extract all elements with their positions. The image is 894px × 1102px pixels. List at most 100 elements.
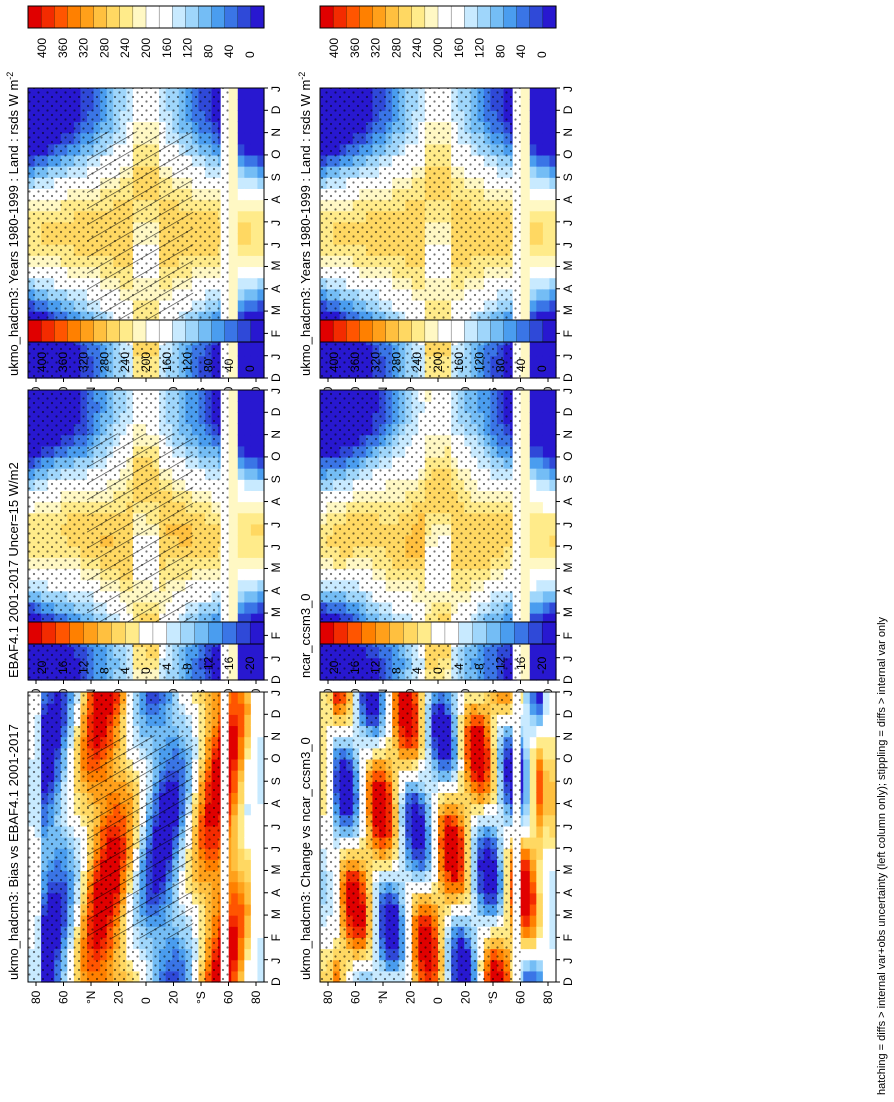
month-label: D xyxy=(269,105,283,114)
heatmap-cell xyxy=(237,703,245,715)
heatmap-cell xyxy=(244,99,252,111)
heatmap-cell xyxy=(244,870,252,883)
heatmap-cell xyxy=(549,110,557,123)
heatmap-cell xyxy=(250,781,259,793)
heatmap-cell xyxy=(549,255,557,268)
heatmap-cell xyxy=(244,445,252,458)
heatmap-cell xyxy=(523,221,531,234)
heatmap-cell xyxy=(523,344,531,357)
colorbar-swatch xyxy=(145,319,160,343)
heatmap-cell xyxy=(231,814,239,827)
heatmap-cell xyxy=(237,288,245,301)
heatmap-cell xyxy=(257,299,265,312)
colorbar-swatch xyxy=(490,5,505,29)
heatmap-cell xyxy=(237,255,245,268)
colorbar-label: 280 xyxy=(97,38,111,58)
heatmap-cell xyxy=(231,948,239,961)
heatmap-cell xyxy=(244,344,252,357)
heatmap-cell xyxy=(250,445,259,458)
heatmap-cell xyxy=(536,255,544,268)
month-label: D xyxy=(269,407,283,416)
heatmap-cell xyxy=(250,132,259,145)
heatmap-cell xyxy=(542,311,551,323)
heatmap-cell xyxy=(257,892,265,905)
heatmap-cell xyxy=(244,747,252,760)
heatmap-cell xyxy=(523,355,531,368)
heatmap-cell xyxy=(244,233,252,245)
heatmap-cell xyxy=(237,546,245,558)
month-label: M xyxy=(561,305,575,315)
heatmap-cell xyxy=(529,401,537,413)
heatmap-cell xyxy=(237,926,245,938)
heatmap-cell xyxy=(231,736,239,749)
heatmap-cell xyxy=(244,926,252,938)
heatmap-cell xyxy=(549,479,557,491)
heatmap-cell xyxy=(244,859,252,872)
colorbar-label: 160 xyxy=(452,352,466,372)
heatmap-cell xyxy=(542,299,551,312)
colorbar-swatch xyxy=(450,319,465,343)
heatmap-cell xyxy=(542,244,551,256)
colorbar-ukmo_right: 400 360 320 280 240 200 160 120 80 40 0 xyxy=(319,5,557,58)
colorbar-label: 400 xyxy=(35,38,49,58)
heatmap-cell xyxy=(523,255,531,268)
heatmap-cell xyxy=(250,456,259,469)
heatmap-cell xyxy=(549,579,557,592)
heatmap-cell xyxy=(523,557,531,570)
heatmap-cell xyxy=(523,579,531,592)
heatmap-cell xyxy=(237,423,245,436)
heatmap-cell xyxy=(231,266,239,279)
heatmap-cell xyxy=(542,601,551,614)
colorbar-swatch xyxy=(119,319,134,343)
heatmap-cell xyxy=(231,803,239,816)
heatmap-cell xyxy=(529,501,537,514)
heatmap-cell xyxy=(244,837,252,849)
heatmap-cell xyxy=(542,613,551,625)
heatmap-cell xyxy=(237,903,245,916)
colorbar-swatch xyxy=(198,5,213,29)
heatmap-cell xyxy=(237,177,245,189)
month-label: F xyxy=(561,330,575,337)
hatching-overlay xyxy=(87,131,194,335)
colorbar-ukmo_left: 400 360 320 280 240 200 160 120 80 40 0 xyxy=(27,5,265,58)
heatmap-cell xyxy=(244,110,252,123)
colorbar-swatch xyxy=(411,319,426,343)
heatmap-cell xyxy=(257,937,265,950)
heatmap-cell xyxy=(523,512,531,525)
heatmap-cell xyxy=(523,490,531,503)
colorbar-swatch xyxy=(237,319,252,343)
heatmap-cell xyxy=(244,143,252,156)
heatmap-cell xyxy=(250,210,259,223)
month-label: M xyxy=(269,607,283,617)
heatmap-cell xyxy=(536,646,544,659)
heatmap-cell xyxy=(549,390,557,402)
heatmap-cell xyxy=(250,311,259,323)
heatmap-cell xyxy=(250,837,259,849)
heatmap-cell xyxy=(250,535,259,547)
heatmap-cell xyxy=(237,299,245,312)
heatmap-cell xyxy=(250,892,259,905)
heatmap-cell xyxy=(542,166,551,178)
heatmap-cell xyxy=(250,288,259,301)
heatmap-cell xyxy=(244,412,252,425)
heatmap-cell xyxy=(542,233,551,245)
colorbar-label: 320 xyxy=(369,38,383,58)
heatmap-cell xyxy=(244,132,252,145)
heatmap-cell xyxy=(231,523,239,536)
heatmap-cell xyxy=(231,848,239,860)
month-label: D xyxy=(561,675,575,684)
heatmap-cell xyxy=(257,557,265,570)
heatmap-cell xyxy=(536,456,544,469)
heatmap-cell xyxy=(529,288,537,301)
heatmap-cell xyxy=(536,88,544,100)
heatmap-cell xyxy=(536,501,544,514)
heatmap-cell xyxy=(237,143,245,156)
heatmap-cell xyxy=(244,177,252,189)
heatmap-cell xyxy=(549,188,557,201)
colorbar-swatch xyxy=(346,319,360,343)
heatmap-cell xyxy=(250,848,259,860)
heatmap-cell xyxy=(244,244,252,256)
heatmap-cell xyxy=(529,434,537,447)
heatmap-cell xyxy=(549,143,557,156)
heatmap-cell xyxy=(536,311,544,323)
